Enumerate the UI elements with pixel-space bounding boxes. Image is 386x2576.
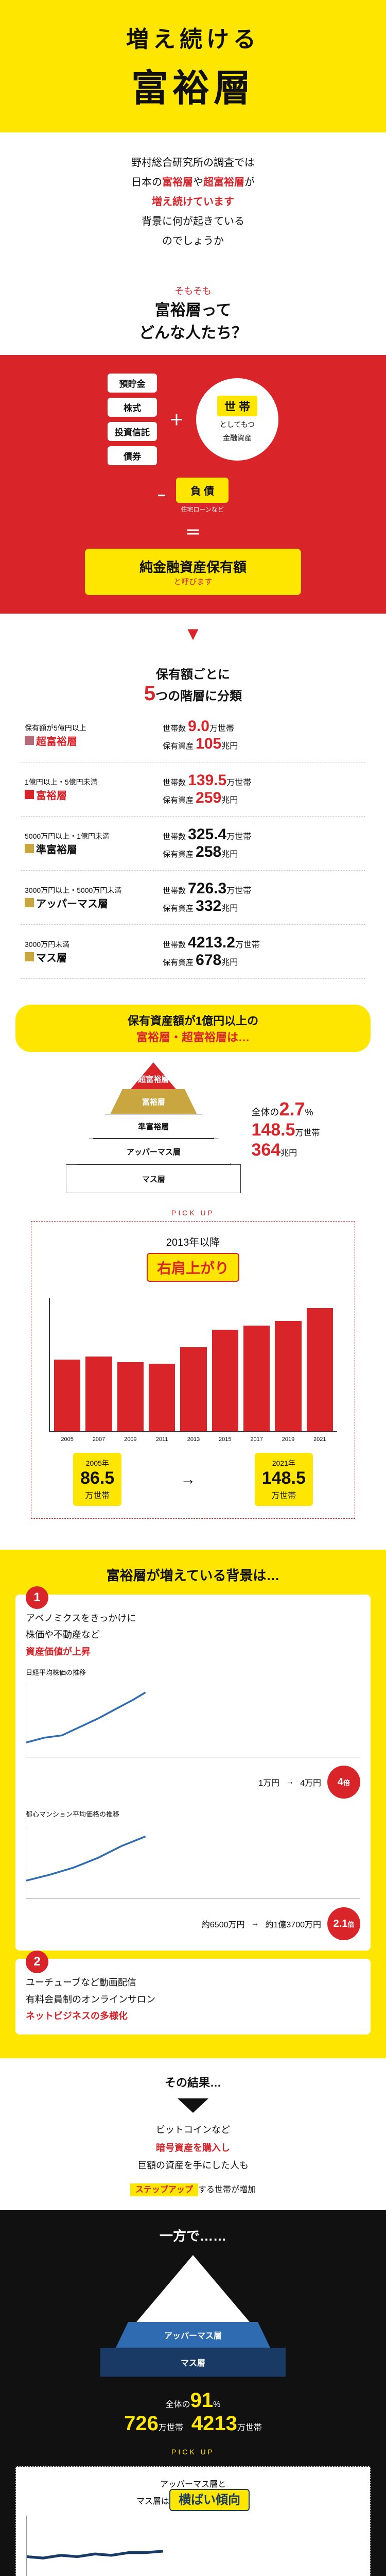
equals-icon: ＝ (15, 520, 371, 543)
intro: 野村総合研究所の調査では 日本の富裕層や超富裕層が 増え続けています 背景に何が… (0, 132, 386, 272)
pyramid-chart: 超富裕層 富裕層 準富裕層 アッパーマス層 マス層 (66, 1062, 241, 1196)
tiers-section: 保有額ごとに5つの階層に分類 保有額が5億円以上超富裕層 世帯数 9.0万世帯 … (0, 654, 386, 989)
reasons-section: 富裕層が増えている背景は… 1 アベノミクスをきっかけに株価や不動産など資産価値… (0, 1550, 386, 2058)
meanwhile-pyramid: アッパーマス層 マス層 (100, 2255, 286, 2379)
arrow-down-icon: ▼ (0, 623, 386, 645)
reason-1: 1 アベノミクスをきっかけに株価や不動産など資産価値が上昇 日経平均株価の推移 … (15, 1595, 371, 1951)
question-label: そもそも 富裕層ってどんな人たち？ (0, 272, 386, 355)
hero-title: 増え続ける 富裕層 (15, 21, 371, 112)
pyramid-section: 保有資産額が1億円以上の富裕層・超富裕層は… 超富裕層 富裕層 準富裕層 アッパ… (0, 989, 386, 1534)
compare-2005: 2005年86.5万世帯 (73, 1453, 121, 1506)
result-section: その結果… ビットコインなど暗号資産を購入し巨額の資産を手にした人も ステップア… (0, 2058, 386, 2210)
reason-2: 2 ユーチューブなど動画配信有料会員制のオンラインサロンネットビジネスの多様化 (15, 1959, 371, 2035)
pickup-label: PICK UP (15, 1209, 371, 1217)
household-circle: 世 帯 としてもつ 金融資産 (196, 378, 278, 461)
compare-2021: 2021年148.5万世帯 (255, 1453, 313, 1506)
mansion-chart (26, 1827, 360, 1899)
triangle-down-icon (178, 2098, 208, 2113)
nikkei-chart (26, 1685, 360, 1757)
plus-icon: ＋ (169, 409, 184, 430)
minus-icon: − (157, 487, 166, 504)
trend-chart: 2013年以降右肩上がり 2005年86.5万世帯 → 2021年148.5万世… (31, 1221, 355, 1519)
net-financial-box: 純金融資産保有額 と呼びます (85, 549, 301, 595)
hero: 増え続ける 富裕層 (0, 0, 386, 132)
meanwhile-section: 一方で…… アッパーマス層 マス層 全体の91% 726万世帯 4213万世帯 … (0, 2210, 386, 2576)
formula-section: 預貯金 株式 投資信託 債券 ＋ 世 帯 としてもつ 金融資産 − 負 債 住宅… (0, 355, 386, 614)
asset-list: 預貯金 株式 投資信託 債券 (108, 374, 157, 465)
meanwhile-trend: アッパーマス層とマス層は横ばい傾向 2005年4533万世帯 → 2021年49… (15, 2466, 371, 2576)
liability-box: 負 債 (176, 478, 229, 503)
